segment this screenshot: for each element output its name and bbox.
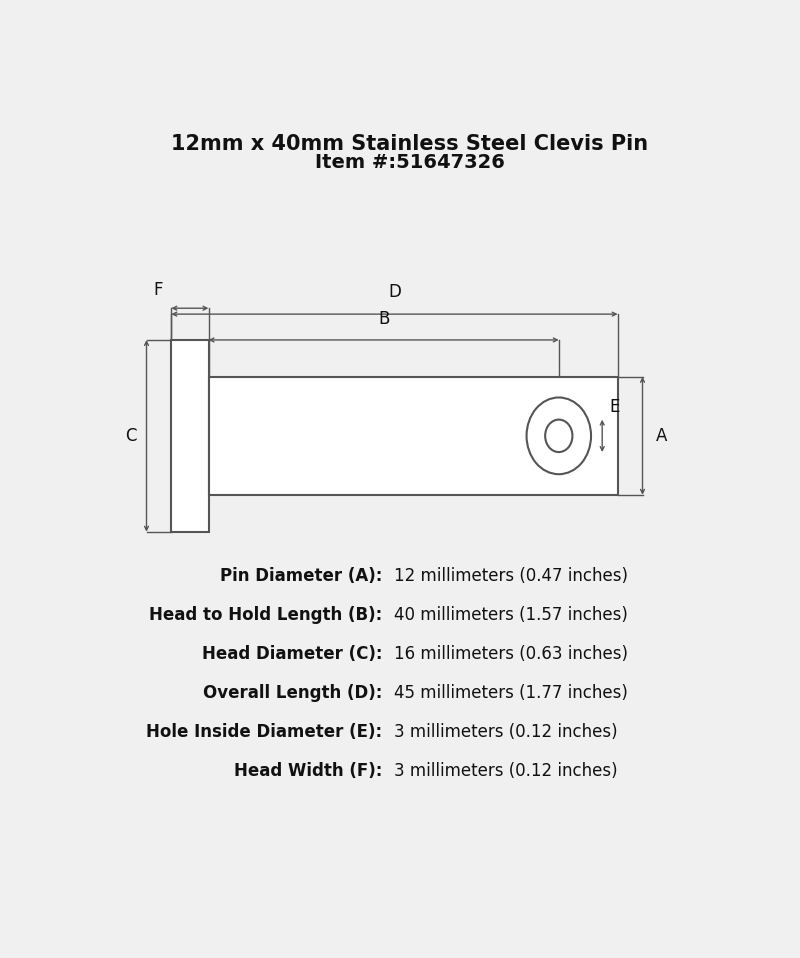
Text: 12mm x 40mm Stainless Steel Clevis Pin: 12mm x 40mm Stainless Steel Clevis Pin bbox=[171, 134, 649, 154]
Text: Head to Hold Length (B):: Head to Hold Length (B): bbox=[149, 606, 382, 624]
Text: F: F bbox=[153, 282, 162, 300]
Text: 16 millimeters (0.63 inches): 16 millimeters (0.63 inches) bbox=[394, 645, 629, 663]
Text: E: E bbox=[610, 398, 620, 416]
Text: 45 millimeters (1.77 inches): 45 millimeters (1.77 inches) bbox=[394, 684, 628, 702]
Text: B: B bbox=[378, 310, 390, 329]
Text: Head Width (F):: Head Width (F): bbox=[234, 763, 382, 781]
Circle shape bbox=[526, 398, 591, 474]
Text: Hole Inside Diameter (E):: Hole Inside Diameter (E): bbox=[146, 723, 382, 741]
Text: C: C bbox=[126, 427, 137, 445]
Text: Pin Diameter (A):: Pin Diameter (A): bbox=[220, 567, 382, 585]
Bar bbox=[171, 340, 209, 532]
Bar bbox=[209, 376, 618, 495]
Text: Overall Length (D):: Overall Length (D): bbox=[202, 684, 382, 702]
Text: 40 millimeters (1.57 inches): 40 millimeters (1.57 inches) bbox=[394, 606, 628, 624]
Text: 3 millimeters (0.12 inches): 3 millimeters (0.12 inches) bbox=[394, 763, 618, 781]
Text: Item #:51647326: Item #:51647326 bbox=[315, 153, 505, 172]
Circle shape bbox=[545, 420, 573, 452]
Text: D: D bbox=[388, 283, 401, 301]
Text: Head Diameter (C):: Head Diameter (C): bbox=[202, 645, 382, 663]
Text: 3 millimeters (0.12 inches): 3 millimeters (0.12 inches) bbox=[394, 723, 618, 741]
Text: A: A bbox=[656, 427, 667, 445]
Text: 12 millimeters (0.47 inches): 12 millimeters (0.47 inches) bbox=[394, 567, 629, 585]
